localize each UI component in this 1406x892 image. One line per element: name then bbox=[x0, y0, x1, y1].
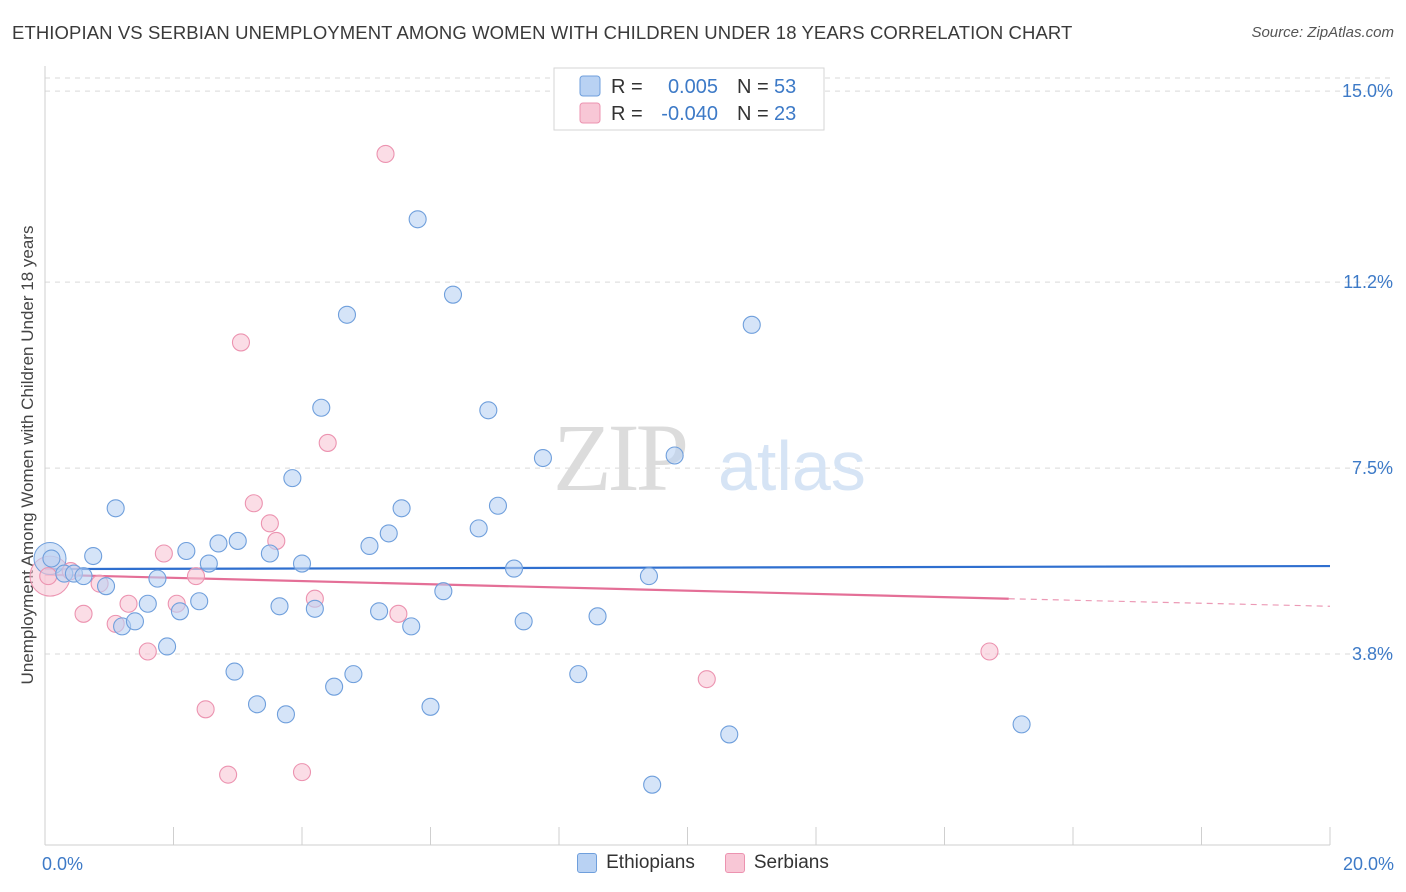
data-point-serbians bbox=[138, 642, 157, 661]
data-point-serbians bbox=[697, 670, 716, 689]
data-point-ethiopians bbox=[247, 695, 267, 714]
data-point-serbians bbox=[196, 700, 215, 719]
data-point-serbians bbox=[244, 494, 263, 513]
data-point-serbians bbox=[376, 144, 395, 164]
data-point-ethiopians bbox=[370, 602, 389, 621]
data-point-serbians bbox=[219, 765, 238, 784]
legend-swatch-serbians bbox=[724, 853, 745, 873]
data-point-ethiopians bbox=[170, 602, 189, 621]
data-point-ethiopians bbox=[325, 677, 344, 696]
x-tick-label: 0.0% bbox=[42, 854, 83, 874]
data-point-ethiopians bbox=[588, 607, 607, 626]
data-point-ethiopians bbox=[148, 569, 167, 588]
stats-n-value: 53 bbox=[774, 76, 796, 98]
data-point-ethiopians bbox=[344, 665, 363, 684]
legend-swatch-ethiopians bbox=[577, 853, 598, 873]
stats-n-value: 23 bbox=[774, 103, 796, 125]
data-point-ethiopians bbox=[312, 398, 331, 417]
data-point-ethiopians bbox=[199, 554, 218, 573]
data-point-serbians bbox=[231, 333, 251, 352]
data-point-ethiopians bbox=[488, 496, 508, 515]
data-point-ethiopians bbox=[106, 499, 125, 518]
data-point-serbians bbox=[980, 642, 999, 661]
data-point-ethiopians bbox=[402, 617, 421, 636]
legend-item-ethiopians[interactable]: Ethiopians bbox=[577, 852, 695, 874]
trend-line-serbians-extension bbox=[1008, 598, 1331, 607]
stats-r-value: 0.005 bbox=[668, 76, 718, 98]
data-point-ethiopians bbox=[270, 597, 289, 616]
stats-r-label: R = bbox=[611, 76, 643, 98]
data-point-ethiopians bbox=[421, 697, 440, 716]
trend-line-serbians bbox=[44, 573, 1009, 600]
watermark-atlas: atlas bbox=[718, 427, 866, 505]
y-tick-label: 3.8% bbox=[1352, 644, 1393, 664]
data-point-ethiopians bbox=[360, 536, 379, 556]
data-point-ethiopians bbox=[74, 567, 93, 586]
data-point-ethiopians bbox=[469, 519, 488, 538]
data-point-ethiopians bbox=[569, 665, 588, 684]
stats-n-label: N = bbox=[737, 103, 769, 125]
data-point-ethiopians bbox=[138, 594, 157, 613]
chart-title: ETHIOPIAN VS SERBIAN UNEMPLOYMENT AMONG … bbox=[12, 22, 1073, 43]
data-point-ethiopians bbox=[443, 285, 463, 304]
y-tick-label: 15.0% bbox=[1342, 81, 1393, 101]
data-point-ethiopians bbox=[665, 446, 684, 465]
data-point-ethiopians bbox=[408, 210, 427, 229]
series-legend: Ethiopians Serbians bbox=[0, 852, 1406, 874]
data-point-ethiopians bbox=[158, 637, 177, 656]
stats-r-value: -0.040 bbox=[661, 103, 718, 125]
data-point-ethiopians bbox=[125, 612, 144, 631]
data-point-ethiopians bbox=[305, 599, 324, 618]
data-point-ethiopians bbox=[96, 577, 116, 596]
data-point-ethiopians bbox=[639, 567, 659, 586]
stats-r-label: R = bbox=[611, 103, 643, 125]
data-point-serbians bbox=[39, 567, 58, 586]
data-point-serbians bbox=[260, 514, 279, 533]
stats-swatch bbox=[579, 102, 601, 124]
data-point-ethiopians bbox=[42, 549, 61, 568]
data-point-ethiopians bbox=[283, 469, 302, 488]
data-point-ethiopians bbox=[392, 499, 411, 518]
data-point-ethiopians bbox=[504, 559, 524, 578]
data-point-ethiopians bbox=[1012, 715, 1031, 734]
data-point-serbians bbox=[74, 604, 93, 623]
data-point-ethiopians bbox=[434, 582, 453, 601]
x-tick-label: 20.0% bbox=[1343, 854, 1394, 874]
legend-label-ethiopians: Ethiopians bbox=[606, 852, 695, 873]
data-point-ethiopians bbox=[292, 554, 312, 573]
data-point-ethiopians bbox=[514, 612, 533, 631]
data-point-ethiopians bbox=[228, 531, 247, 550]
data-point-ethiopians bbox=[479, 401, 498, 420]
y-tick-label: 11.2% bbox=[1343, 272, 1393, 292]
data-point-serbians bbox=[318, 433, 337, 452]
data-point-ethiopians bbox=[379, 524, 398, 543]
data-point-serbians bbox=[154, 544, 173, 563]
data-point-ethiopians bbox=[177, 541, 196, 561]
data-point-ethiopians bbox=[720, 725, 739, 744]
data-point-ethiopians bbox=[276, 705, 295, 724]
watermark-zip: ZIP bbox=[553, 404, 686, 511]
data-point-ethiopians bbox=[742, 315, 761, 334]
data-point-ethiopians bbox=[337, 305, 357, 324]
data-point-serbians bbox=[292, 763, 312, 782]
data-point-serbians bbox=[119, 594, 138, 613]
trend-line-ethiopians bbox=[44, 564, 1331, 571]
data-point-ethiopians bbox=[84, 546, 103, 566]
y-tick-label: 7.5% bbox=[1352, 458, 1393, 478]
legend-item-serbians[interactable]: Serbians bbox=[724, 852, 829, 874]
stats-swatch bbox=[579, 75, 601, 97]
stats-n-label: N = bbox=[737, 76, 769, 98]
data-point-ethiopians bbox=[209, 534, 228, 553]
data-point-serbians bbox=[389, 604, 408, 623]
source-label: Source: ZipAtlas.com bbox=[1251, 24, 1394, 41]
data-point-ethiopians bbox=[260, 544, 279, 563]
legend-label-serbians: Serbians bbox=[753, 852, 829, 873]
data-point-ethiopians bbox=[643, 775, 662, 794]
data-point-ethiopians bbox=[225, 662, 244, 681]
data-point-ethiopians bbox=[533, 448, 552, 468]
data-point-ethiopians bbox=[190, 592, 209, 611]
data-point-serbians bbox=[186, 567, 206, 586]
